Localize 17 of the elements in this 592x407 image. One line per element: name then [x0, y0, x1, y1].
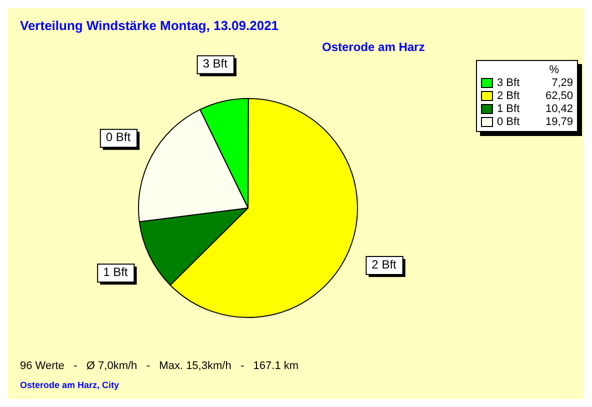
- chart-title: Verteilung Windstärke Montag, 13.09.2021: [20, 18, 279, 33]
- data-label: 19,79: [544, 116, 573, 128]
- slice-label: 2 Bft: [372, 257, 398, 272]
- chart-subtitle: Osterode am Harz: [322, 40, 425, 54]
- slice-label: 0 Bft: [106, 130, 132, 144]
- legend-label: 0 Bft: [497, 116, 521, 128]
- legend-label: 3 Bft: [497, 76, 521, 88]
- legend-label: 1 Bft: [497, 102, 521, 114]
- data-label: 7,29: [550, 76, 573, 88]
- data-label: 10,42: [544, 102, 573, 114]
- data-label: 62,50: [544, 90, 573, 102]
- legend-label: 2 Bft: [497, 90, 521, 102]
- slice-label: 3 Bft: [202, 56, 228, 71]
- text: 96 Werte - Ø 7,0km/h - Max. 15,3km/h - 167.1 km: [20, 360, 299, 372]
- slice-label: 1 Bft: [103, 264, 128, 279]
- text: Osterode am Harz, City: [20, 380, 120, 390]
- legend-title: %: [548, 64, 560, 76]
